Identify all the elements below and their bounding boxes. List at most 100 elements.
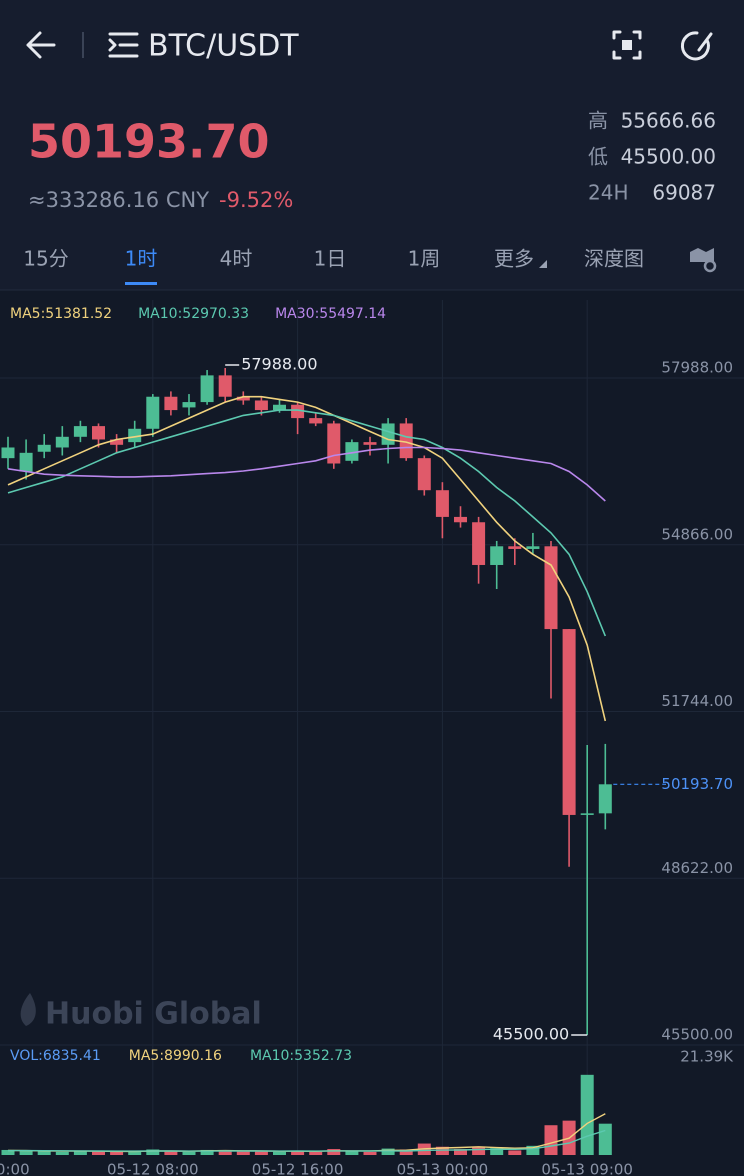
candle-body (37, 444, 51, 452)
change-percent: -9.52% (219, 188, 293, 212)
candle-body (55, 436, 69, 448)
candle-body (128, 428, 142, 443)
x-tick-label: 05-12 08:00 (107, 1161, 199, 1176)
candle-body (236, 396, 250, 401)
stat-value: 55666.66 (621, 109, 716, 133)
candle-body (92, 426, 105, 440)
volume-bar (526, 1145, 540, 1155)
candle-body (562, 629, 576, 815)
candle-body (146, 396, 160, 429)
dropdown-arrow (539, 260, 547, 268)
candle-body (580, 813, 594, 815)
timeframe-tab[interactable]: 1周 (408, 247, 441, 271)
timeframe-tab[interactable]: 15分 (23, 247, 68, 271)
candle-body (291, 404, 305, 419)
refresh-button[interactable] (680, 31, 713, 61)
candle-body (345, 442, 359, 461)
volume-bar (200, 1149, 214, 1155)
candle-body (273, 404, 286, 411)
candle-body (309, 418, 323, 424)
timeframe-tab[interactable]: 1时 (125, 247, 158, 271)
y-tick-label: 48622.00 (661, 859, 733, 877)
volume-bar (110, 1151, 124, 1155)
back-button[interactable] (26, 31, 56, 59)
chart-bg (0, 290, 744, 1176)
header-bg (0, 0, 744, 290)
candle-body (110, 439, 124, 445)
ma-line (7, 395, 607, 722)
volume-bar (598, 1123, 612, 1155)
volume-bar (472, 1146, 486, 1155)
volume-bar (146, 1149, 160, 1155)
volume-bar (254, 1151, 268, 1155)
candle-body (544, 546, 558, 630)
volume-max-label: 21.39K (680, 1048, 734, 1066)
watermark-logo (20, 993, 36, 1026)
ma-legend: MA30:55497.14 (275, 306, 386, 322)
pair-title: BTC/USDT (148, 29, 299, 64)
volume-bar (309, 1151, 323, 1155)
candle-body (218, 375, 232, 397)
volume-bar (128, 1151, 142, 1155)
y-tick-label: 54866.00 (661, 525, 733, 543)
y-tick-label: 51744.00 (661, 692, 733, 710)
volume-bar (92, 1150, 105, 1155)
watermark: Huobi Global (45, 997, 262, 1032)
candle-body (182, 402, 196, 408)
ma-legend: MA10:52970.33 (138, 306, 249, 322)
stat-label: 24H (588, 181, 629, 205)
candle-body (164, 396, 178, 411)
ma-line (7, 446, 606, 502)
y-tick-label: 45500.00 (661, 1026, 733, 1044)
candle-body (508, 546, 522, 549)
volume-bar (435, 1146, 449, 1155)
x-tick-label: 00:00 (0, 1161, 30, 1176)
settings-button[interactable] (690, 248, 717, 273)
x-tick-label: 05-13 09:00 (541, 1161, 633, 1176)
timeframe-tab[interactable]: 深度图 (584, 247, 644, 271)
candle-body (526, 546, 540, 549)
volume-bar (363, 1151, 377, 1155)
candle-body (435, 490, 449, 517)
candle-body (363, 442, 377, 445)
stat-value: 45500.00 (621, 145, 716, 169)
menu-button[interactable] (108, 32, 139, 58)
volume-bar (55, 1151, 69, 1155)
fullscreen-button[interactable] (612, 30, 642, 60)
volume-bar (19, 1150, 33, 1155)
timeframe-tab[interactable]: 更多 (494, 247, 534, 271)
volume-bar (73, 1151, 87, 1155)
active-tab-underline (125, 282, 157, 285)
stat-value: 69087 (652, 181, 716, 205)
cny-price: ≈333286.16 CNY (28, 188, 209, 212)
candle-body (417, 458, 431, 491)
volume-bar (182, 1151, 196, 1155)
volume-bar (490, 1148, 504, 1155)
volume-bar (399, 1149, 413, 1155)
ma-legend: MA5:51381.52 (10, 306, 112, 322)
high-label: 57988.00 (241, 355, 317, 374)
volume-ma-legend: MA10:5352.73 (250, 1048, 352, 1064)
volume-bar (544, 1125, 558, 1155)
ma-line (7, 409, 607, 637)
volume-bar (327, 1149, 341, 1155)
low-label: 45500.00 (493, 1025, 569, 1044)
timeframe-tab[interactable]: 1日 (314, 247, 347, 271)
candle-body (200, 375, 214, 403)
volume-bar (291, 1150, 305, 1155)
candle-body (73, 426, 87, 437)
last-price: 50193.70 (28, 115, 270, 169)
candle-body (490, 546, 504, 565)
x-tick-label: 05-12 16:00 (252, 1161, 344, 1176)
candle-body (454, 516, 467, 523)
y-tick-label: 57988.00 (661, 359, 733, 377)
candle-body (399, 423, 413, 459)
volume-bar (345, 1150, 359, 1155)
volume-legend: VOL:6835.41 (10, 1048, 101, 1064)
timeframe-tab[interactable]: 4时 (220, 247, 253, 271)
candle-body (1, 447, 15, 459)
volume-bar (236, 1150, 250, 1155)
volume-bar (37, 1151, 51, 1155)
volume-bar (1, 1149, 15, 1155)
